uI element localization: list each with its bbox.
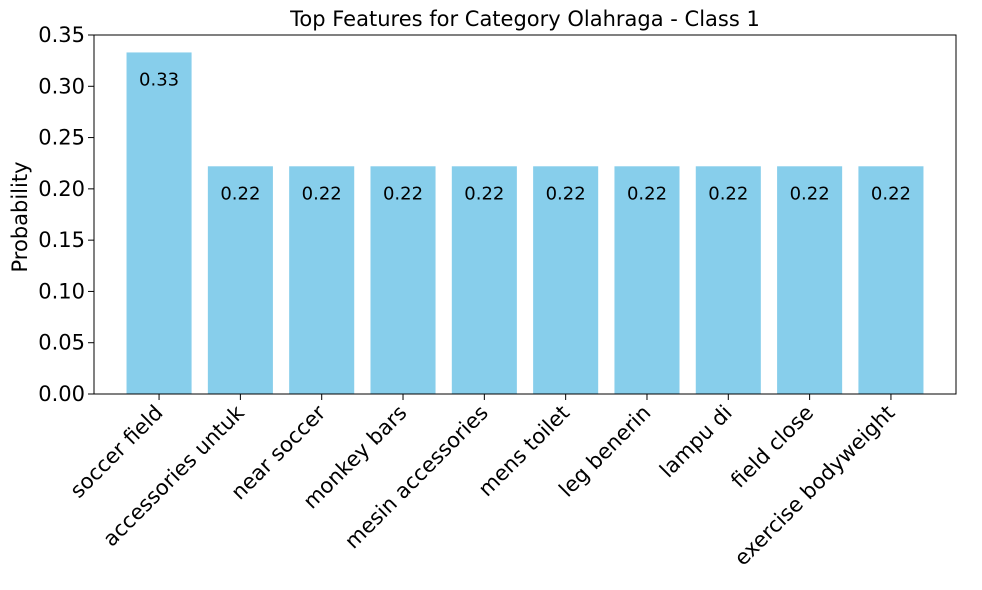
chart-title: Top Features for Category Olahraga - Cla… [289, 7, 760, 31]
x-tick-label: mesin accessories [340, 401, 493, 554]
bar-value-label: 0.33 [139, 69, 179, 90]
bar-value-label: 0.22 [546, 183, 586, 204]
bar-value-label: 0.22 [383, 183, 423, 204]
y-tick-label: 0.10 [38, 279, 85, 303]
x-tick-label: lampu di [655, 401, 737, 483]
bar-value-label: 0.22 [708, 183, 748, 204]
bar-value-label: 0.22 [790, 183, 830, 204]
y-tick-label: 0.15 [38, 228, 85, 252]
bar [451, 166, 517, 394]
y-axis: 0.00 0.05 0.10 0.15 0.20 0.25 0.30 0.35 [38, 23, 94, 406]
bar [533, 166, 599, 394]
bar [858, 166, 924, 394]
y-tick-label: 0.05 [38, 331, 85, 355]
bar-value-label: 0.22 [627, 183, 667, 204]
bar-value-label: 0.22 [464, 183, 504, 204]
x-tick-label: accessories untuk [98, 400, 249, 551]
y-tick-label: 0.25 [38, 126, 85, 150]
bar-value-label: 0.22 [302, 183, 342, 204]
bar-value-label: 0.22 [871, 183, 911, 204]
bar [777, 166, 843, 394]
y-tick-label: 0.20 [38, 177, 85, 201]
bars-group [126, 52, 924, 395]
y-tick-label: 0.00 [38, 382, 85, 406]
bar [695, 166, 761, 394]
plot-frame [93, 34, 957, 395]
y-tick-label: 0.30 [38, 74, 85, 98]
bar-value-label: 0.22 [220, 183, 260, 204]
bar [614, 166, 680, 394]
bar [207, 166, 273, 394]
y-axis-label: Probability [8, 161, 32, 272]
bar [370, 166, 436, 394]
bar [289, 166, 355, 394]
bar-labels-group: 0.33 0.22 0.22 0.22 0.22 0.22 0.22 0.22 0.22 0.22 [139, 69, 911, 204]
bar [126, 52, 192, 395]
x-tick-label: exercise bodyweight [730, 401, 900, 571]
y-tick-label: 0.35 [38, 23, 85, 47]
